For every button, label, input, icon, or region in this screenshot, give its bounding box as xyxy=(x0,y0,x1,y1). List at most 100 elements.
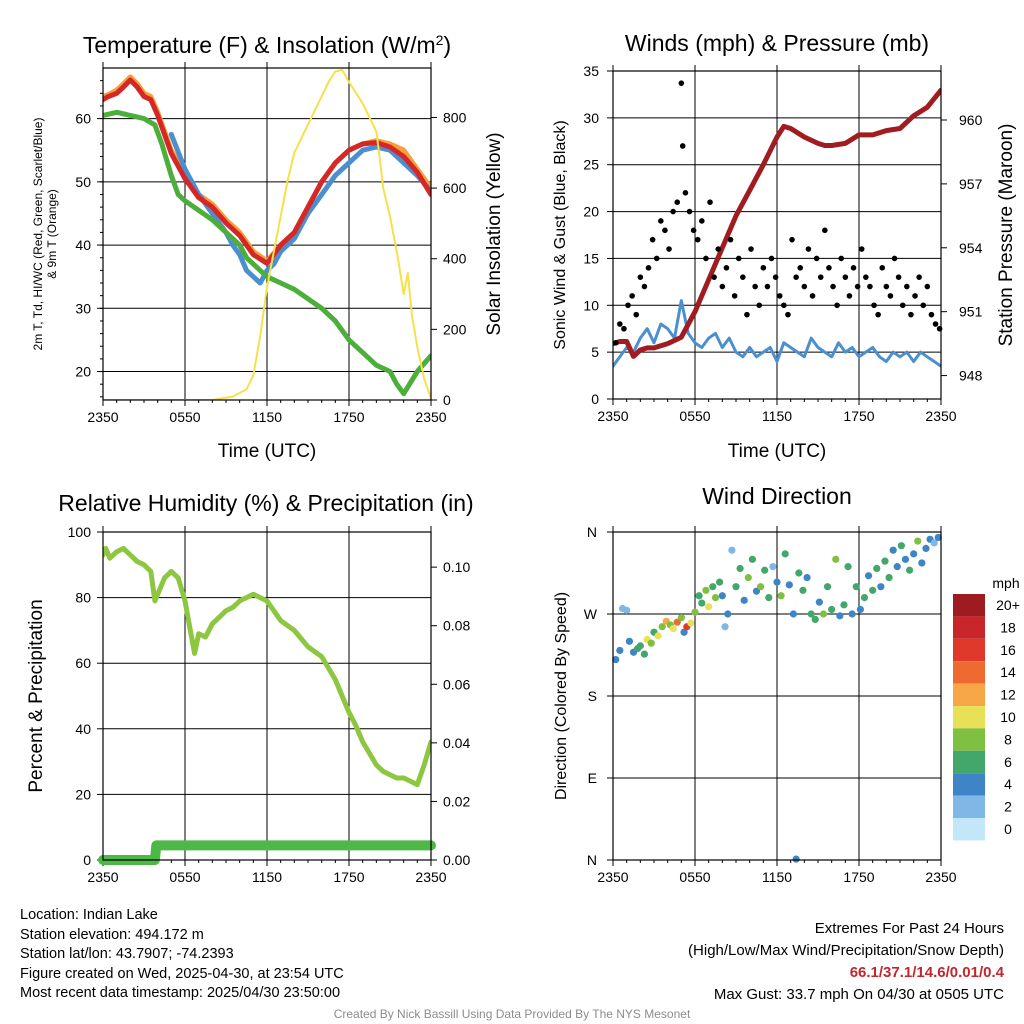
direction-point xyxy=(795,569,803,577)
recent-text: Most recent data timestamp: 2025/04/30 2… xyxy=(20,985,341,1002)
direction-point xyxy=(691,608,699,616)
direction-point xyxy=(889,546,897,554)
direction-point xyxy=(897,542,905,550)
direction-point xyxy=(856,605,864,614)
gust-point xyxy=(822,227,828,234)
y2-tick-label: 951 xyxy=(959,304,983,320)
direction-point xyxy=(718,592,726,600)
y-tick-label: N xyxy=(587,524,597,540)
direction-point xyxy=(765,594,773,602)
gust-point xyxy=(727,236,734,243)
x-tick-label: 2350 xyxy=(925,869,956,885)
direction-point xyxy=(914,537,922,545)
y2-tick-label: 960 xyxy=(959,112,983,128)
x-tick-label: 2350 xyxy=(87,409,118,425)
y-tick-label: 25 xyxy=(583,157,599,173)
gust-point xyxy=(899,302,906,309)
speed-legend xyxy=(953,594,985,841)
extremes-title: Extremes For Past 24 Hours xyxy=(814,920,1004,937)
direction-point xyxy=(625,637,634,645)
x-axis-label: Time (UTC) xyxy=(728,441,827,462)
y-tick-label: 60 xyxy=(75,111,91,127)
gust-point xyxy=(703,255,709,262)
direction-point xyxy=(803,573,811,582)
y-grid-1 xyxy=(97,80,437,401)
direction-point xyxy=(799,586,807,594)
legend-label: 18 xyxy=(1000,619,1016,635)
gust-point xyxy=(863,274,869,280)
direction-point xyxy=(612,655,620,664)
direction-point xyxy=(777,592,785,600)
x-tick-label: 1750 xyxy=(843,408,874,424)
gust-point xyxy=(817,274,824,280)
legend-swatch xyxy=(953,728,985,751)
direction-point xyxy=(836,612,844,620)
direction-point xyxy=(669,624,677,633)
solar-series xyxy=(103,68,431,400)
gust-point xyxy=(871,302,877,309)
y2-tick-label: 948 xyxy=(959,368,983,384)
plot-border-1 xyxy=(102,67,432,401)
gust-point xyxy=(842,274,849,280)
gust-point xyxy=(699,218,705,224)
gust-point xyxy=(682,190,689,196)
gust-point xyxy=(891,255,898,262)
x-tick-label: 0550 xyxy=(169,409,200,425)
direction-point xyxy=(695,592,703,600)
gust-point xyxy=(875,311,881,318)
location-text: Location: Indian Lake xyxy=(20,907,158,923)
plot-border-2 xyxy=(612,70,942,400)
y-tick-label: 15 xyxy=(583,250,599,266)
x-tick-label: 2350 xyxy=(415,409,446,425)
y2-axis-label: Station Pressure (Maroon) xyxy=(996,124,1017,347)
direction-point xyxy=(702,586,710,594)
direction-point xyxy=(744,573,752,582)
y-axis-label-line2: & 9m T (Orange) xyxy=(45,189,59,279)
panel-title-2: Winds (mph) & Pressure (mb) xyxy=(625,30,929,56)
gust-point xyxy=(711,274,717,280)
gust-point xyxy=(637,274,644,280)
direction-point xyxy=(709,583,717,591)
gust-point xyxy=(920,302,927,309)
gust-point xyxy=(879,265,886,271)
legend-swatch xyxy=(953,661,985,684)
gust-point xyxy=(678,80,685,86)
gust-point xyxy=(670,208,676,215)
grid-lines-3 xyxy=(102,526,432,866)
direction-point xyxy=(922,544,930,553)
gust-point xyxy=(928,311,935,318)
direction-point xyxy=(677,614,685,622)
title-superscript: 2 xyxy=(436,32,444,48)
legend-swatch xyxy=(953,638,985,662)
direction-point xyxy=(698,599,706,607)
y2-tick-label: 0.02 xyxy=(443,793,470,809)
y2-tick-label: 0.08 xyxy=(443,618,470,634)
gust-point xyxy=(867,283,873,290)
legend-label: 0 xyxy=(1004,821,1012,837)
legend-title: mph xyxy=(992,575,1019,591)
x-tick-label: 0550 xyxy=(679,408,710,424)
direction-point xyxy=(616,646,624,655)
y-axis-label: Direction (Colored By Speed) xyxy=(553,592,570,800)
x-tick-label: 1750 xyxy=(333,869,364,885)
y2-tick-label: 957 xyxy=(959,176,983,192)
gust-point xyxy=(752,283,758,290)
title-close: ) xyxy=(443,32,451,58)
y2-tick-label: 600 xyxy=(443,180,467,196)
direction-point xyxy=(636,642,644,650)
gust-point xyxy=(854,283,861,290)
direction-point xyxy=(623,606,631,614)
gust-point xyxy=(719,283,726,290)
y-tick-label: 60 xyxy=(75,655,91,671)
grid-lines-1 xyxy=(102,62,432,406)
direction-point xyxy=(811,615,819,624)
direction-point xyxy=(640,650,649,658)
gust-point xyxy=(612,339,619,346)
y2-axis-label: Solar Insolation (Yellow) xyxy=(484,132,505,335)
extremes-panel: Extremes For Past 24 Hours (High/Low/Max… xyxy=(688,918,1004,1006)
y2-tick-label: 0.00 xyxy=(443,852,470,868)
x-tick-label: 1150 xyxy=(252,869,282,885)
gust-point xyxy=(674,199,681,205)
gust-point xyxy=(748,246,754,252)
dewpoint-series xyxy=(103,109,431,397)
